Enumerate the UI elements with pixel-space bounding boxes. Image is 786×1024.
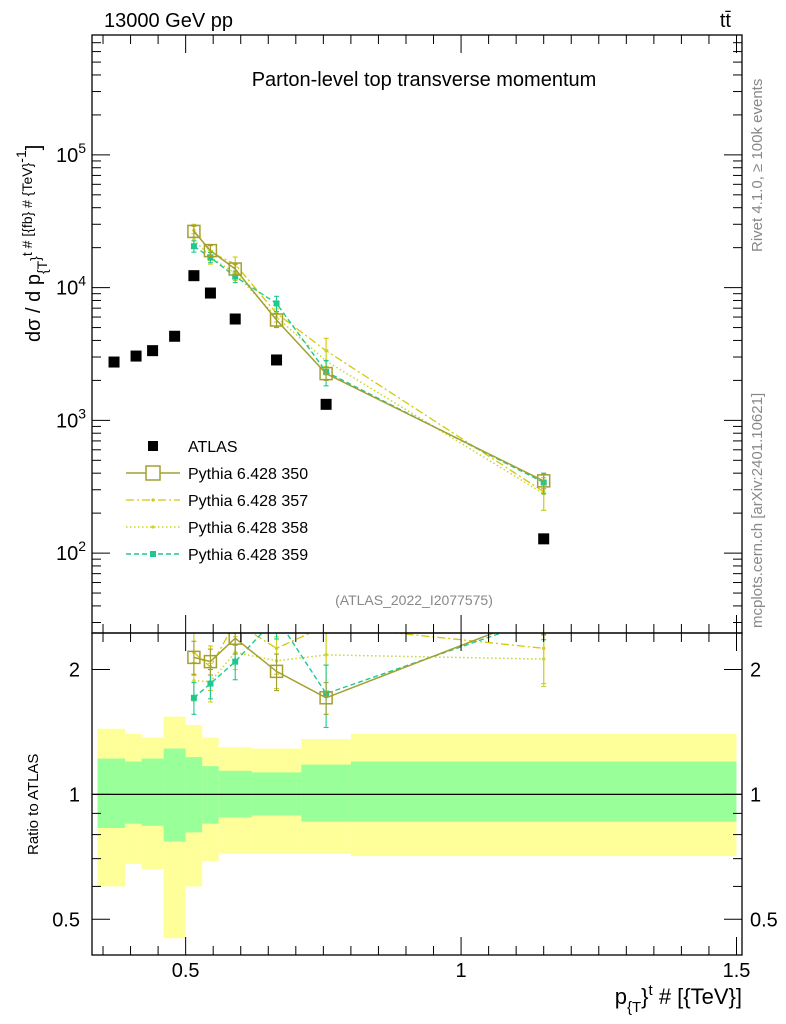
ratio-p358-point-0 <box>192 678 196 683</box>
ratio-y-axis-title: Ratio to ATLAS <box>25 754 42 855</box>
top-ytick-label-0: 102 <box>56 538 86 565</box>
ratio-p357-point-2 <box>234 621 237 624</box>
legend-marker-p358 <box>151 525 155 529</box>
ratio-p357-point-4 <box>324 624 327 627</box>
band-inner-2 <box>141 758 164 826</box>
legend-label-p357: Pythia 6.428 357 <box>188 493 308 510</box>
legend-entry-p358: Pythia 6.428 358 <box>126 520 308 537</box>
top-p350-line <box>193 230 545 482</box>
top-p359-point-3 <box>273 300 280 307</box>
ratio-p359-point-5 <box>541 615 547 621</box>
legend-entry-atlas: ATLAS <box>148 439 238 456</box>
legend-label-p358: Pythia 6.428 358 <box>188 520 308 537</box>
top-p350-point-2 <box>228 262 242 276</box>
band-inner-8 <box>301 764 351 822</box>
x-axis-title: p{T}t # [{TeV}] <box>615 982 742 1016</box>
ratio-ytick-label-right-1: 1 <box>750 784 761 806</box>
ratio-ytick-label-right-0: 0.5 <box>750 909 778 931</box>
top-atlas-point-4 <box>188 270 200 282</box>
band-inner-9 <box>350 761 737 822</box>
mcplots-label: mcplots.cern.ch [arXiv:2401.10621] <box>749 393 766 628</box>
ratio-p350-point-0 <box>187 650 201 665</box>
ratio-ytick-label-left-1: 1 <box>69 784 80 806</box>
ratio-p350-point-3 <box>269 664 284 679</box>
legend: ATLAS Pythia 6.428 350 Pythia 6.428 357 … <box>126 439 308 564</box>
top-p350-point-0 <box>187 224 201 239</box>
legend-marker-atlas <box>148 441 158 451</box>
ratio-ytick-label-left-2: 2 <box>69 660 80 682</box>
top-p359-point-2 <box>232 273 239 280</box>
top-atlas-point-3 <box>169 330 181 342</box>
legend-entry-p357: Pythia 6.428 357 <box>126 493 308 510</box>
top-atlas-point-1 <box>130 350 142 362</box>
top-p350-point-4 <box>319 366 333 381</box>
top-atlas-point-2 <box>147 345 159 357</box>
process-label: tt̄ <box>720 10 732 32</box>
legend-label-p359: Pythia 6.428 359 <box>188 547 308 564</box>
ratio-p350-point-1 <box>203 654 218 669</box>
top-p350-point-3 <box>269 313 284 327</box>
x-tick-label-0: 0.5 <box>172 960 200 982</box>
band-inner-3 <box>163 748 186 842</box>
top-p350-point-1 <box>203 243 218 258</box>
top-p357-line <box>193 230 545 493</box>
analysis-reference: (ATLAS_2022_I2077575) <box>335 592 493 608</box>
rivet-version-label: Rivet 4.1.0, ≥ 100k events <box>749 79 766 252</box>
legend-marker-p350 <box>145 465 161 481</box>
ratio-p357-line <box>193 633 544 668</box>
chart-title: Parton-level top transverse momentum <box>252 69 597 91</box>
main-panel-frame <box>91 34 743 634</box>
ratio-p359-point-2 <box>232 658 239 665</box>
legend-label-atlas: ATLAS <box>188 439 238 456</box>
ratio-p358-point-4 <box>324 653 328 657</box>
top-ytick-label-2: 104 <box>56 273 86 300</box>
legend-label-p350: Pythia 6.428 350 <box>188 466 308 483</box>
top-ytick-label-3: 105 <box>56 140 86 167</box>
ratio-p359-point-3 <box>274 615 280 621</box>
ratio-p350-point-4 <box>319 691 333 705</box>
legend-entry-p350: Pythia 6.428 350 <box>126 465 308 483</box>
ratio-ytick-label-right-2: 2 <box>750 660 761 682</box>
ratio-p359-point-0 <box>190 694 197 701</box>
top-panel-series <box>108 223 551 545</box>
axis-ticks <box>92 34 742 955</box>
legend-marker-p359 <box>150 551 156 557</box>
band-inner-0 <box>97 758 126 828</box>
top-p359-point-1 <box>207 254 214 261</box>
ratio-panel-frame <box>91 632 743 956</box>
legend-entry-p359: Pythia 6.428 359 <box>126 547 308 564</box>
top-p350-point-5 <box>536 474 551 488</box>
top-atlas-point-0 <box>108 356 120 368</box>
top-p359-point-0 <box>190 243 197 250</box>
x-tick-label-1: 1 <box>456 960 467 982</box>
top-atlas-point-6 <box>229 313 241 325</box>
ratio-panel-series <box>187 608 550 729</box>
top-ytick-label-1: 103 <box>56 405 86 432</box>
axis-tick-labels: 102 103 104 105 0.5 1 1.5 0.5 0.5 1 1 2 2 <box>52 140 778 982</box>
ratio-p350-line <box>193 633 496 699</box>
band-inner-1 <box>125 761 142 824</box>
uncertainty-bands <box>97 716 737 939</box>
top-atlas-point-7 <box>271 354 283 366</box>
ratio-p358-point-5 <box>541 657 546 661</box>
ratio-ytick-label-left-0: 0.5 <box>52 909 80 931</box>
top-atlas-point-8 <box>320 398 332 410</box>
legend-marker-p357 <box>151 498 155 502</box>
ratio-p359-point-1 <box>207 680 214 687</box>
main-y-axis-title: dσ / d p{T}t # [{fb} # {TeV}-1] <box>13 145 50 342</box>
energy-label: 13000 GeV pp <box>104 10 233 32</box>
x-tick-label-2: 1.5 <box>723 960 751 982</box>
top-atlas-point-9 <box>538 533 550 545</box>
ratio-p350-point-5 <box>538 608 550 620</box>
top-atlas-point-5 <box>204 287 216 299</box>
ratio-p358-line <box>193 651 544 683</box>
